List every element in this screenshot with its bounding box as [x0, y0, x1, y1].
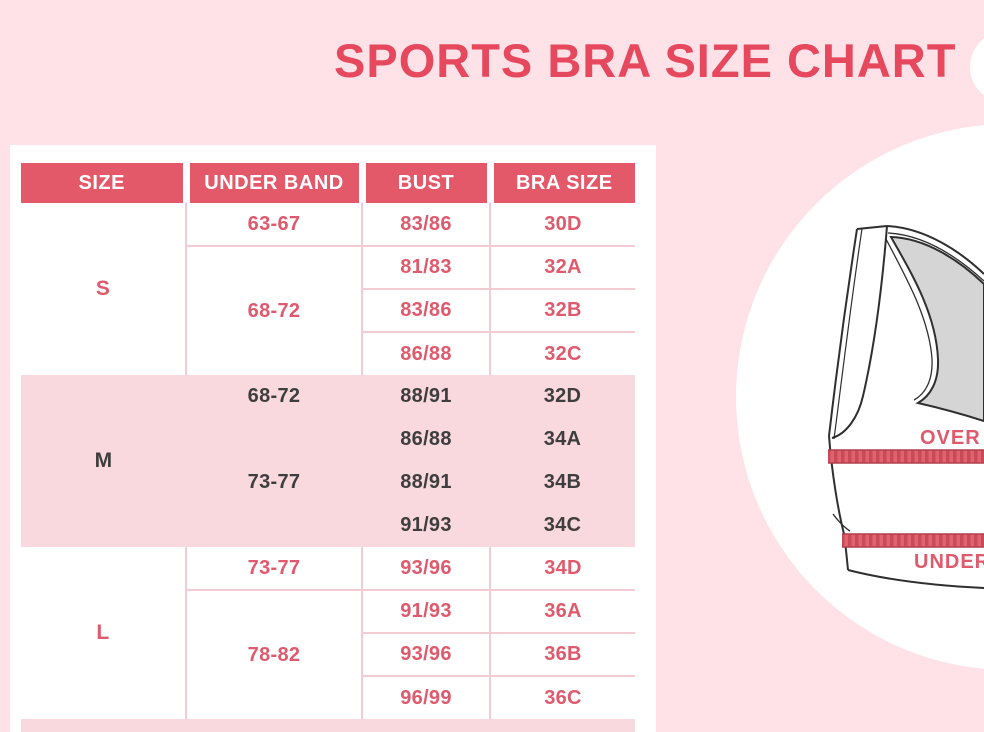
bra-size-cell: 36A	[489, 589, 635, 633]
bra-size-cell: 34A	[490, 418, 635, 461]
table-row: 91/93 34C	[21, 504, 635, 547]
column-header: SIZE	[21, 163, 186, 203]
sports-bra-illustration: OVER UNDER	[828, 225, 984, 589]
table-row: 83/86 32B	[21, 288, 635, 332]
under-band-cell: 68-72	[185, 245, 362, 375]
bra-size-cell: 32D	[490, 375, 635, 418]
bra-back-panel	[889, 235, 984, 423]
table-row: 88/91 34B	[21, 461, 635, 504]
bust-cell: 86/88	[361, 331, 490, 375]
bust-cell: 96/99	[361, 675, 490, 719]
bust-cell: 86/88	[362, 418, 490, 461]
table-row: S 63-67 83/86 30D	[21, 203, 635, 375]
under-band-cell: 78-82	[185, 589, 362, 719]
bra-bottom-hem	[847, 569, 984, 589]
bra-size-cell: 34C	[490, 504, 635, 547]
under-band-cell: 73-77	[186, 418, 362, 547]
bra-size-cell: 32A	[489, 245, 635, 289]
size-cell: L	[21, 547, 186, 719]
table-row: 78-82 91/93 36A	[21, 589, 635, 719]
bust-cell: 88/91	[362, 461, 490, 504]
table-row: 93/96 36B	[21, 632, 635, 676]
over-bust-label: OVER	[920, 427, 981, 449]
under-band-cell: 68-72	[186, 375, 362, 418]
bra-strap-outer	[828, 228, 858, 437]
size-table: SIZE UNDER BAND BUST BRA SIZE S 63-67 83/86 30…	[21, 163, 635, 732]
under-bust-band	[842, 534, 984, 547]
bra-strap-top	[856, 225, 888, 230]
bra-size-cell: 36C	[489, 675, 635, 719]
bra-strap-outer-detail	[833, 228, 863, 440]
bra-fold-detail	[832, 513, 851, 532]
bra-size-cell: 34B	[490, 461, 635, 504]
column-header: BRA SIZE	[486, 163, 635, 203]
column-header: UNDER BAND	[182, 163, 362, 203]
bust-cell: 91/93	[361, 589, 490, 633]
bra-size-cell: 30D	[489, 203, 635, 246]
bra-neckline	[886, 225, 984, 275]
table-row: 96/99 36C	[21, 675, 635, 719]
table-row: L 73-77 93/96 34D	[21, 547, 635, 719]
cutoff-next-section-cell	[21, 719, 635, 732]
table-row: M 68-72 88/91 32D	[21, 375, 635, 547]
bra-neckline-inner	[887, 232, 984, 282]
over-bust-band	[828, 450, 984, 463]
page-title: SPORTS BRA SIZE CHART	[334, 34, 957, 87]
bust-cell: 83/86	[361, 203, 490, 246]
bra-size-cell: 32B	[489, 288, 635, 332]
table-header-row: SIZE UNDER BAND BUST BRA SIZE	[21, 163, 635, 203]
bra-strap-inner	[831, 225, 888, 439]
bust-cell: 81/83	[361, 245, 490, 289]
under-band-cell: 63-67	[185, 203, 362, 246]
size-chart-panel: SIZE UNDER BAND BUST BRA SIZE S 63-67 83/86 30…	[10, 145, 656, 732]
under-bust-label: UNDER	[914, 551, 984, 573]
table-row: 73-77 86/88 34A	[21, 418, 635, 547]
size-cell: M	[21, 375, 186, 547]
table-row: 68-72 81/83 32A	[21, 245, 635, 375]
column-header: BUST	[358, 163, 490, 203]
bra-armhole-edge	[885, 238, 933, 401]
bust-cell: 91/93	[362, 504, 490, 547]
bust-cell: 88/91	[362, 375, 490, 418]
bra-size-cell: 34D	[489, 547, 635, 590]
bust-cell: 83/86	[361, 288, 490, 332]
decorative-circle	[970, 31, 984, 103]
cutoff-next-section-row	[21, 719, 635, 732]
table-row: 86/88 32C	[21, 331, 635, 375]
bust-cell: 93/96	[361, 632, 490, 676]
under-band-cell: 73-77	[185, 547, 362, 590]
bra-size-cell: 32C	[489, 331, 635, 375]
size-cell: S	[21, 203, 186, 375]
bra-size-cell: 36B	[489, 632, 635, 676]
bust-cell: 93/96	[361, 547, 490, 590]
table-body: S 63-67 83/86 30D 68-72 81/83 32A 83/86 32B 86/88…	[21, 203, 635, 732]
